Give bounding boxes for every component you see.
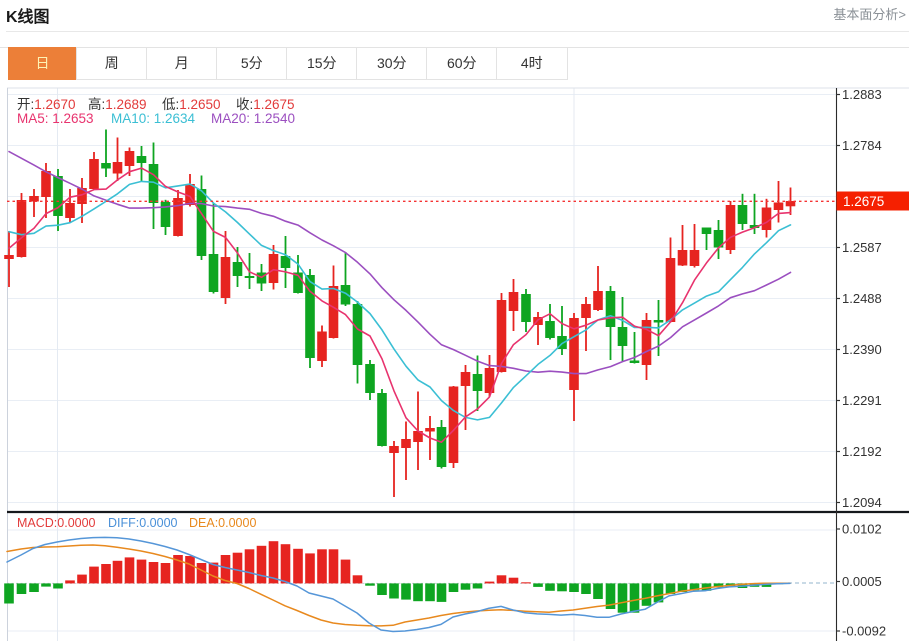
svg-text:1.2390: 1.2390 bbox=[842, 342, 882, 357]
svg-text:0.0005: 0.0005 bbox=[842, 574, 882, 589]
svg-text:1.2094: 1.2094 bbox=[842, 495, 882, 510]
svg-text:0.0102: 0.0102 bbox=[842, 522, 882, 537]
svg-text:-0.0092: -0.0092 bbox=[842, 624, 886, 639]
svg-text:1.2488: 1.2488 bbox=[842, 291, 882, 306]
svg-text:1.2291: 1.2291 bbox=[842, 393, 882, 408]
svg-text:1.2784: 1.2784 bbox=[842, 138, 882, 153]
svg-text:1.2587: 1.2587 bbox=[842, 240, 882, 255]
svg-text:1.2675: 1.2675 bbox=[843, 194, 884, 209]
svg-text:1.2192: 1.2192 bbox=[842, 444, 882, 459]
svg-text:1.2883: 1.2883 bbox=[842, 87, 882, 102]
